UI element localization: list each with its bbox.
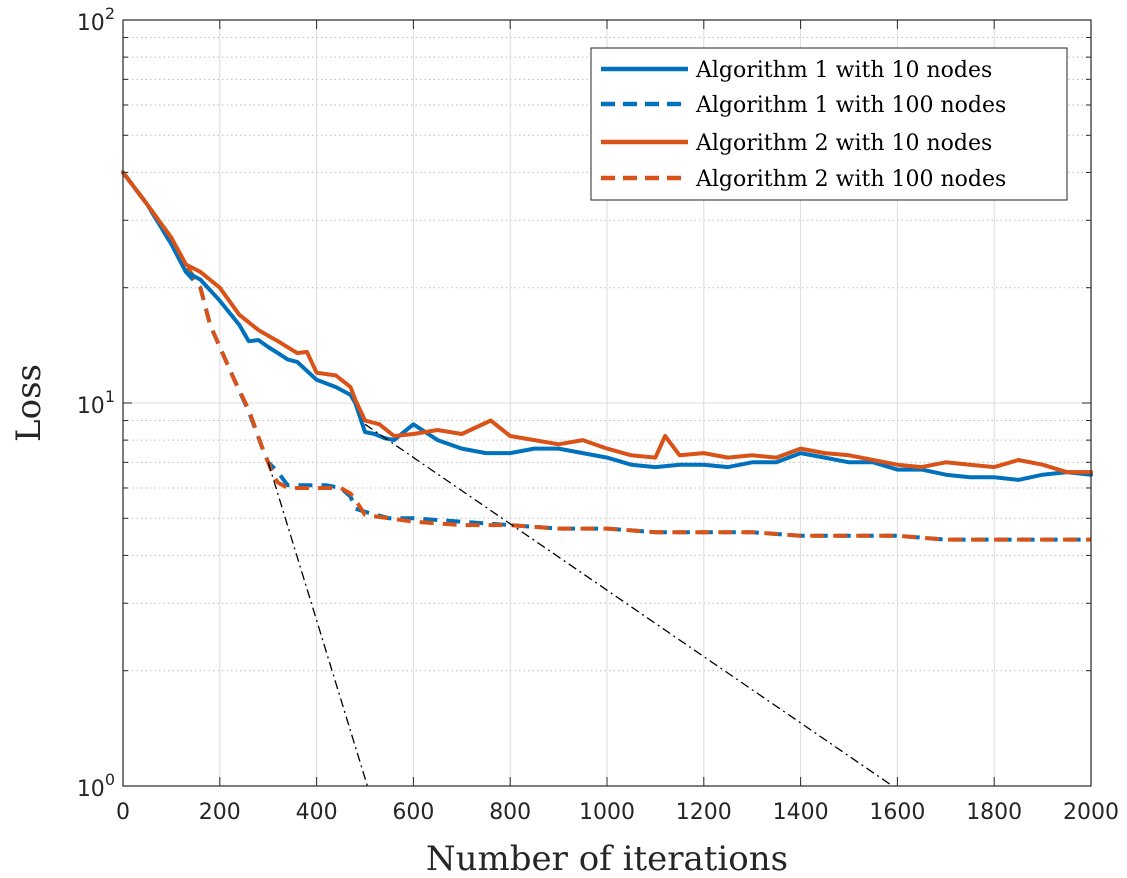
series-line-1 — [121, 170, 1093, 482]
legend: Algorithm 1 with 10 nodes Algorithm 1 wi… — [590, 47, 1068, 201]
x-tick-label: 0 — [116, 800, 130, 825]
y-tick-label: 100 — [77, 770, 115, 802]
reference-lines — [267, 423, 893, 787]
legend-label-4: Algorithm 2 with 100 nodes — [695, 167, 1006, 192]
x-tick-label: 400 — [296, 800, 338, 825]
x-tick-label: 200 — [199, 800, 241, 825]
tick-marks — [122, 19, 1092, 787]
legend-box — [590, 47, 1068, 201]
y-axis-label: Loss — [9, 364, 49, 442]
x-tick-label: 800 — [489, 800, 531, 825]
legend-label-1: Algorithm 1 with 10 nodes — [695, 58, 992, 83]
series-layer — [121, 170, 1093, 542]
series-line-4 — [121, 171, 1091, 542]
x-tick-label: 1200 — [676, 800, 732, 825]
x-tick-label: 1400 — [773, 800, 829, 825]
x-tick-labels: 0 200 400 600 800 1000 1200 1400 1600 1800 2000 — [116, 800, 1119, 825]
y-tick-label: 101 — [77, 387, 115, 419]
y-tick-labels: 100 101 102 — [77, 4, 115, 802]
x-tick-label: 600 — [392, 800, 434, 825]
reference-line-2 — [364, 423, 893, 787]
x-tick-label: 1000 — [579, 800, 635, 825]
x-tick-label: 1800 — [966, 800, 1022, 825]
x-tick-label: 2000 — [1063, 800, 1119, 825]
series-line-3 — [121, 170, 1093, 475]
legend-label-3: Algorithm 2 with 10 nodes — [695, 131, 992, 156]
x-axis-label: Number of iterations — [426, 839, 788, 878]
x-tick-label: 1600 — [869, 800, 925, 825]
legend-label-2: Algorithm 1 with 100 nodes — [695, 93, 1006, 118]
y-tick-label: 102 — [77, 4, 115, 36]
